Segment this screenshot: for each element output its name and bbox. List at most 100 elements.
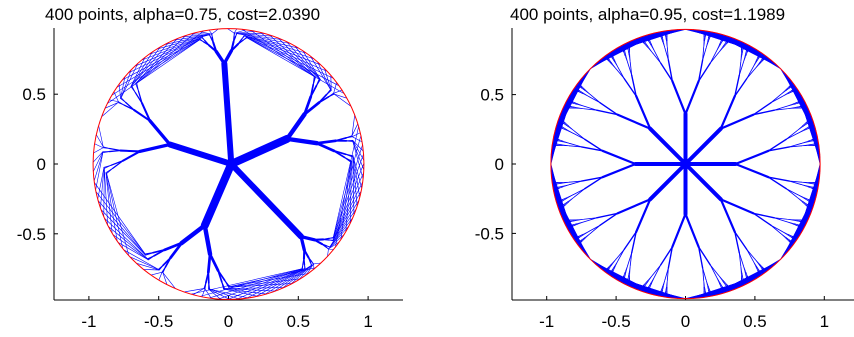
tree-edge: [234, 29, 247, 34]
tree-edge: [654, 264, 662, 277]
tree-edge: [299, 234, 317, 242]
tree-edge: [211, 33, 213, 38]
tree-edge: [119, 149, 141, 153]
tree-edge: [121, 150, 141, 162]
tree-edge: [332, 162, 365, 241]
tree-edge: [793, 224, 799, 227]
tree-edge: [625, 264, 629, 273]
tree-edge: [310, 261, 313, 266]
tree-edge: [173, 34, 210, 41]
tree-edge: [807, 185, 813, 188]
tree-edge: [303, 95, 313, 116]
tree-edge: [230, 40, 235, 52]
tree-edge: [715, 276, 721, 284]
tree-edge: [756, 57, 759, 62]
tree-edge: [313, 262, 322, 265]
tree-edge: [649, 282, 652, 288]
tree-edge: [561, 121, 565, 125]
tree-edge: [582, 93, 590, 97]
tree-edge: [683, 126, 723, 166]
tree-edge: [312, 76, 315, 86]
tree-edge: [577, 237, 580, 239]
tree-edge: [754, 62, 760, 70]
tree-edge: [352, 156, 358, 207]
tree-edge: [208, 34, 212, 39]
tree-edge: [572, 132, 586, 140]
tree-edge: [558, 140, 564, 143]
tree-edge: [807, 139, 813, 142]
tree-edge: [329, 225, 350, 248]
tree-edge: [788, 84, 791, 88]
tree-edge: [752, 212, 775, 219]
tree-edge: [815, 163, 821, 183]
tree-edge: [211, 28, 219, 35]
tree-edge: [559, 125, 563, 128]
tree-edge: [284, 112, 307, 142]
tree-edge: [236, 268, 305, 300]
tree-edge: [738, 252, 744, 266]
tree-edge: [788, 77, 792, 87]
tree-edge: [281, 264, 313, 289]
tree-edge: [788, 180, 803, 183]
tree-edge: [136, 32, 196, 84]
tree-edge: [94, 143, 104, 149]
tree-edge: [303, 258, 306, 266]
tree-edge: [164, 34, 210, 45]
tree-edge: [608, 59, 613, 64]
tree-edge: [611, 258, 617, 266]
tree-edge: [759, 271, 762, 276]
tree-edge: [752, 212, 772, 227]
tree-edge: [629, 252, 633, 267]
tree-edge: [607, 57, 610, 61]
tree-edge: [315, 139, 337, 145]
tree-edge: [715, 44, 720, 52]
tree-root: [226, 159, 237, 169]
tree-edge: [652, 52, 662, 64]
tree-edge: [629, 265, 631, 274]
tree-edge: [800, 100, 810, 112]
tree-edge: [794, 220, 801, 222]
tree-edge: [801, 144, 810, 147]
tree-edge: [164, 256, 172, 268]
tree-edge: [255, 268, 306, 297]
tree-edge: [299, 234, 306, 252]
tree-edge: [138, 142, 172, 154]
tree-edge: [328, 241, 340, 250]
boundary-circle: [92, 28, 365, 300]
tree-edge: [702, 267, 707, 281]
tree-edge: [569, 180, 583, 185]
tree-edge: [601, 162, 637, 179]
tree-edge: [227, 268, 305, 300]
tree-edge: [579, 90, 584, 94]
tree-edge: [583, 176, 604, 190]
tree-edge: [804, 126, 809, 130]
tree-edge: [781, 92, 789, 97]
tree-edge: [102, 147, 110, 149]
tree-edge: [747, 48, 749, 52]
tree-edge: [93, 151, 104, 172]
tree-edge: [761, 53, 764, 59]
tree-edge: [111, 39, 201, 96]
tree-edge: [628, 54, 631, 63]
tree-edge: [762, 269, 764, 274]
tree-edge: [647, 274, 653, 282]
chart-title: 400 points, alpha=0.95, cost=1.1989: [510, 5, 785, 24]
tree-edge: [614, 260, 619, 268]
tree-edge: [351, 123, 359, 137]
tree-edge: [335, 161, 352, 248]
x-tick-label: -0.5: [144, 312, 173, 331]
tree-edge: [734, 149, 770, 166]
tree-edge: [662, 41, 666, 49]
left-plot: 400 points, alpha=0.75, cost=2.0390 -1 -0.…: [17, 5, 403, 331]
tree-edge: [130, 86, 136, 94]
tree-edge: [128, 37, 203, 74]
tree-edge: [719, 40, 722, 46]
tree-edge: [624, 50, 627, 56]
tree-edge: [802, 201, 808, 205]
tree-edge: [284, 136, 320, 146]
tree-edge: [791, 90, 795, 92]
tree-edge: [785, 87, 790, 91]
tree-edge: [223, 288, 258, 297]
tree-edge: [227, 28, 235, 34]
tree-edge: [635, 94, 652, 130]
